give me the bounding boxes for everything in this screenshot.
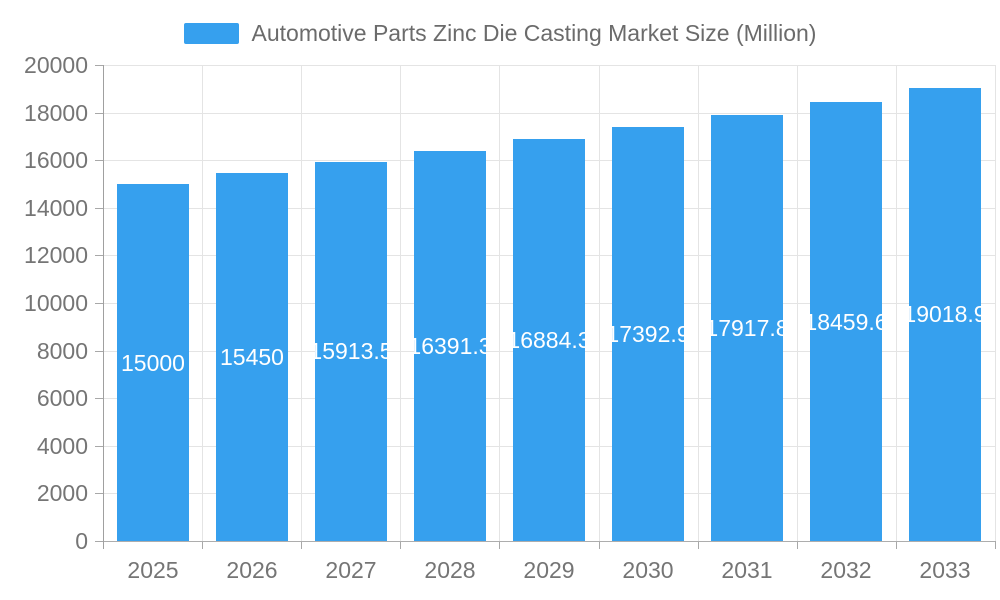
bar-value-label: 19018.9 bbox=[909, 301, 981, 327]
y-axis-tick bbox=[95, 160, 103, 161]
legend-swatch-icon bbox=[183, 22, 239, 44]
bar-value-label: 17917.8 bbox=[711, 315, 783, 341]
bar-value-label: 16391.3 bbox=[414, 333, 486, 359]
y-axis-tick bbox=[95, 65, 103, 66]
x-axis-tick-label: 2029 bbox=[523, 557, 575, 583]
x-axis-tick bbox=[797, 541, 798, 549]
bar-2033[interactable]: 19018.9 bbox=[909, 88, 981, 541]
bar-2032[interactable]: 18459.6 bbox=[810, 102, 882, 541]
bar-value-label: 15913.5 bbox=[315, 338, 387, 364]
bar-2028[interactable]: 16391.3 bbox=[414, 151, 486, 541]
bar-2031[interactable]: 17917.8 bbox=[711, 115, 783, 541]
gridline-vertical bbox=[698, 65, 699, 541]
x-axis-tick-label: 2025 bbox=[127, 557, 179, 583]
gridline-vertical bbox=[599, 65, 600, 541]
gridline-horizontal bbox=[103, 65, 995, 66]
x-axis-tick-label: 2033 bbox=[919, 557, 971, 583]
bar-value-label: 15000 bbox=[121, 350, 185, 376]
y-axis-tick-label: 10000 bbox=[24, 290, 88, 316]
y-axis-tick bbox=[95, 208, 103, 209]
gridline-vertical bbox=[995, 65, 996, 541]
x-axis-tick bbox=[301, 541, 302, 549]
x-axis-tick-label: 2028 bbox=[424, 557, 476, 583]
bar-value-label: 15450 bbox=[220, 344, 284, 370]
gridline-vertical bbox=[499, 65, 500, 541]
bar-2029[interactable]: 16884.3 bbox=[513, 139, 585, 541]
gridline-vertical bbox=[400, 65, 401, 541]
chart-legend-item[interactable]: Automotive Parts Zinc Die Casting Market… bbox=[0, 20, 1000, 46]
y-axis-tick-label: 14000 bbox=[24, 195, 88, 221]
x-axis-tick-label: 2030 bbox=[622, 557, 674, 583]
y-axis-tick bbox=[95, 255, 103, 256]
gridline-horizontal bbox=[103, 113, 995, 114]
x-axis-line bbox=[103, 541, 995, 542]
gridline-vertical bbox=[896, 65, 897, 541]
y-axis-tick bbox=[95, 493, 103, 494]
x-axis-tick bbox=[698, 541, 699, 549]
legend-label: Automotive Parts Zinc Die Casting Market… bbox=[251, 19, 817, 46]
y-axis-tick-label: 8000 bbox=[36, 338, 88, 364]
y-axis-tick-label: 18000 bbox=[24, 100, 88, 126]
x-axis-tick-label: 2032 bbox=[820, 557, 872, 583]
gridline-vertical bbox=[797, 65, 798, 541]
y-axis-tick-label: 16000 bbox=[24, 147, 88, 173]
gridline-vertical bbox=[301, 65, 302, 541]
y-axis-tick-label: 4000 bbox=[36, 433, 88, 459]
bar-2027[interactable]: 15913.5 bbox=[315, 162, 387, 541]
bar-value-label: 17392.9 bbox=[612, 321, 684, 347]
x-axis-tick-label: 2026 bbox=[226, 557, 278, 583]
x-axis-tick bbox=[599, 541, 600, 549]
x-axis-tick bbox=[995, 541, 996, 549]
x-axis-tick bbox=[896, 541, 897, 549]
y-axis-line bbox=[103, 65, 104, 549]
y-axis-tick bbox=[95, 303, 103, 304]
y-axis-tick bbox=[95, 113, 103, 114]
bar-value-label: 16884.3 bbox=[513, 327, 585, 353]
x-axis-tick-label: 2031 bbox=[721, 557, 773, 583]
y-axis-tick-label: 12000 bbox=[24, 242, 88, 268]
x-axis-tick bbox=[202, 541, 203, 549]
y-axis-tick bbox=[95, 398, 103, 399]
bar-2026[interactable]: 15450 bbox=[216, 173, 288, 541]
y-axis-tick bbox=[95, 446, 103, 447]
y-axis-tick-label: 20000 bbox=[24, 52, 88, 78]
y-axis-tick bbox=[95, 351, 103, 352]
bar-2030[interactable]: 17392.9 bbox=[612, 127, 684, 541]
y-axis-tick-label: 0 bbox=[75, 528, 88, 554]
x-axis-tick-label: 2027 bbox=[325, 557, 377, 583]
y-axis-tick-label: 6000 bbox=[36, 385, 88, 411]
bar-value-label: 18459.6 bbox=[810, 309, 882, 335]
bar-2025[interactable]: 15000 bbox=[117, 184, 189, 541]
x-axis-tick bbox=[499, 541, 500, 549]
y-axis-tick-label: 2000 bbox=[36, 480, 88, 506]
y-axis-tick bbox=[95, 541, 103, 542]
x-axis-tick bbox=[400, 541, 401, 549]
gridline-vertical bbox=[202, 65, 203, 541]
